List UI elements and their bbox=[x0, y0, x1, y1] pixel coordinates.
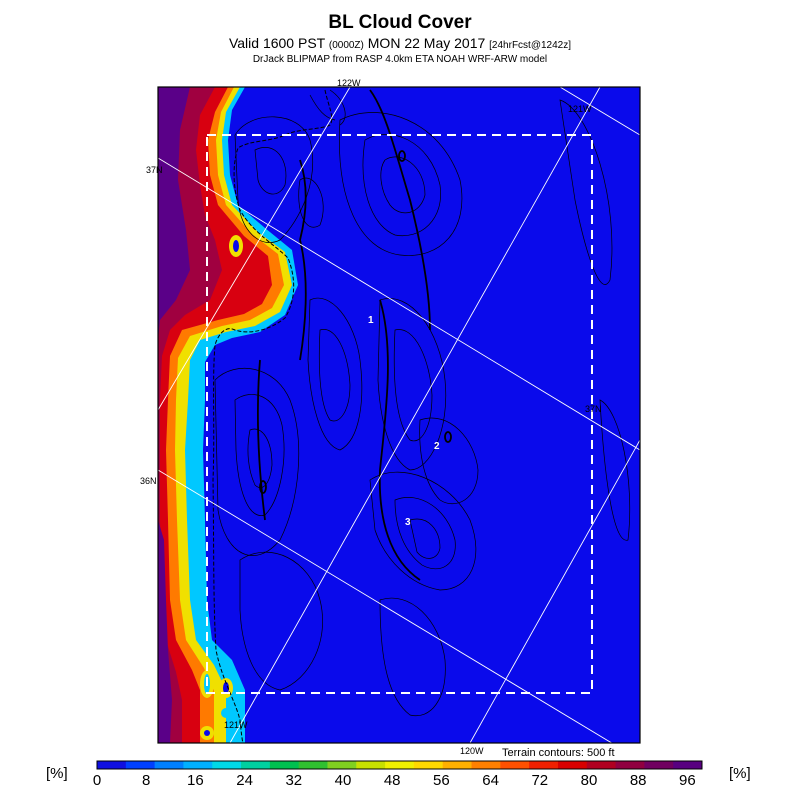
lon-label-top: 122W bbox=[337, 78, 361, 88]
valid-prefix: Valid 1600 PST bbox=[228, 35, 329, 51]
colorbar-swatch bbox=[413, 761, 444, 769]
cloud-blob bbox=[221, 708, 231, 718]
colorbar-swatch bbox=[212, 761, 242, 769]
lat-label-37-right: 37N bbox=[585, 404, 602, 414]
colorbar-swatch bbox=[586, 761, 617, 769]
lat-label-37: 37N bbox=[146, 165, 163, 175]
forecast-info: [24hrFcst@1242z] bbox=[489, 40, 572, 51]
colorbar-tick-labels: 0 8 16 24 32 40 48 56 64 72 80 88 96 bbox=[0, 772, 800, 792]
colorbar-swatch bbox=[385, 761, 415, 769]
colorbar-tick-label: 40 bbox=[334, 772, 352, 789]
valid-zulu: (0000Z) bbox=[328, 40, 364, 51]
cloud-band-purple-south bbox=[158, 520, 172, 743]
colorbar-swatch bbox=[269, 761, 300, 769]
colorbar-swatch bbox=[183, 761, 213, 769]
lon-label-bottom-120: 120W bbox=[460, 746, 484, 756]
colorbar-tick-label: 56 bbox=[433, 772, 450, 789]
colorbar-tick-label: 0 bbox=[92, 772, 102, 789]
colorbar-swatch bbox=[557, 761, 588, 769]
model-line: DrJack BLIPMAP from RASP 4.0km ETA NOAH … bbox=[252, 54, 548, 65]
cloud-blob bbox=[223, 682, 229, 694]
colorbar-swatch bbox=[298, 761, 328, 769]
colorbar-tick-label: 96 bbox=[679, 772, 696, 789]
colorbar-tick-label: 32 bbox=[285, 772, 303, 789]
lon-label-top-right: 121W bbox=[568, 104, 592, 114]
colorbar-border bbox=[96, 760, 703, 770]
colorbar-swatch bbox=[500, 761, 530, 769]
cloud-blob bbox=[233, 240, 239, 252]
map-title: BL Cloud Cover bbox=[328, 12, 472, 33]
colorbar-swatch bbox=[97, 761, 127, 769]
coastline bbox=[212, 89, 333, 743]
valid-date: MON 22 May 2017 bbox=[363, 35, 490, 51]
site-label-3: 3 bbox=[405, 517, 411, 528]
lon-label-bottom-121: 121W bbox=[224, 720, 248, 730]
map-frame bbox=[157, 86, 641, 744]
terrain-note: Terrain contours: 500 ft bbox=[502, 747, 615, 759]
inner-domain-box bbox=[206, 134, 593, 694]
colorbar-swatch bbox=[154, 761, 184, 769]
colorbar bbox=[96, 760, 703, 770]
colorbar-swatch bbox=[471, 761, 501, 769]
colorbar-tick-label: 24 bbox=[236, 772, 253, 789]
lat-label-36: 36N bbox=[140, 476, 157, 486]
colorbar-tick-label: 8 bbox=[142, 772, 151, 789]
colorbar-swatch bbox=[125, 761, 156, 769]
unit-right: [%] bbox=[729, 765, 751, 782]
colorbar-swatch bbox=[327, 761, 357, 769]
valid-time: Valid 1600 PST (0000Z) MON 22 May 2017 [… bbox=[0, 35, 800, 51]
colorbar-tick-label: 48 bbox=[383, 772, 401, 789]
colorbar-swatch bbox=[241, 761, 271, 769]
cloud-band-purple bbox=[158, 87, 190, 340]
colorbar-tick-label: 80 bbox=[580, 772, 598, 789]
colorbar-swatch bbox=[442, 761, 473, 769]
terrain-contours-bold bbox=[257, 89, 452, 581]
site-label-2: 2 bbox=[434, 441, 440, 452]
colorbar-swatch bbox=[529, 761, 559, 769]
colorbar-tick-label: 16 bbox=[187, 772, 204, 789]
terrain-contours bbox=[214, 89, 631, 717]
cloud-blob bbox=[204, 730, 210, 736]
colorbar-tick-label: 64 bbox=[482, 772, 499, 789]
unit-left: [%] bbox=[46, 765, 68, 782]
colorbar-swatch bbox=[356, 761, 386, 769]
colorbar-swatch bbox=[644, 761, 674, 769]
colorbar-tick-label: 72 bbox=[531, 772, 549, 789]
colorbar-swatch bbox=[673, 761, 703, 769]
colorbar-tick-label: 88 bbox=[629, 772, 647, 789]
colorbar-swatch bbox=[615, 761, 645, 769]
site-label-1: 1 bbox=[368, 315, 374, 326]
